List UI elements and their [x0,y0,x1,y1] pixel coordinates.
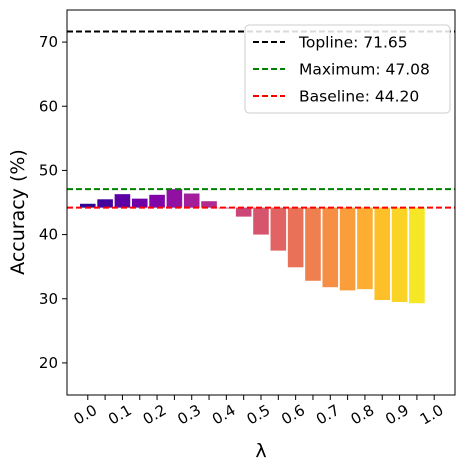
y-tick-label-70: 70 [39,33,58,51]
bar-14 [322,207,339,288]
x-tick-label-0: 0.0 [70,401,100,429]
bar-2 [114,194,131,208]
bar-16 [357,207,373,290]
x-tick-label-6: 0.6 [278,401,308,429]
bars-group [79,189,425,304]
y-axis: 20 30 40 50 60 70 [39,33,67,372]
x-tick-label-9: 0.9 [382,401,412,429]
legend-label-2: Baseline: 44.20 [299,88,419,106]
y-tick-label-50: 50 [39,161,58,179]
x-tick-label-7: 0.7 [313,401,343,429]
x-tick-label-1: 0.1 [105,401,135,429]
legend-box [244,24,451,114]
bar-7 [201,201,217,208]
bar-17 [374,207,391,301]
x-tick-label-2: 0.2 [140,401,170,429]
bar-18 [391,207,408,302]
x-axis: 0.0 0.1 0.2 0.3 0.4 0.5 0.6 0.7 0.8 0.9 1.0 [70,395,447,429]
bar-11 [270,207,287,251]
bar-12 [287,207,304,268]
bar-6 [183,193,200,208]
x-tick-label-10: 1.0 [417,401,447,429]
bar-15 [339,207,356,291]
x-tick-label-5: 0.5 [244,401,274,429]
bar-19 [409,207,425,304]
y-tick-label-20: 20 [39,354,58,372]
x-tick-label-3: 0.3 [174,401,204,429]
x-tick-label-8: 0.8 [348,401,378,429]
bar-1 [97,199,113,208]
bar-5 [166,189,183,208]
y-tick-label-60: 60 [39,97,58,115]
bar-13 [305,207,321,281]
x-axis-label: λ [255,440,266,462]
x-tick-label-4: 0.4 [209,401,239,429]
bar-3 [131,198,148,208]
bar-8 [218,207,235,209]
legend-label-0: Topline: 71.65 [298,34,408,52]
bar-9 [235,207,252,217]
y-tick-label-40: 40 [39,226,58,244]
bar-0 [79,203,96,208]
legend-label-1: Maximum: 47.08 [299,61,430,79]
legend: Topline: 71.65 Maximum: 47.08 Baseline: 44… [244,24,451,114]
y-axis-label: Accuracy (%) [7,149,29,275]
y-tick-label-30: 30 [39,290,58,308]
bar-4 [149,194,165,208]
bar-10 [253,207,269,235]
